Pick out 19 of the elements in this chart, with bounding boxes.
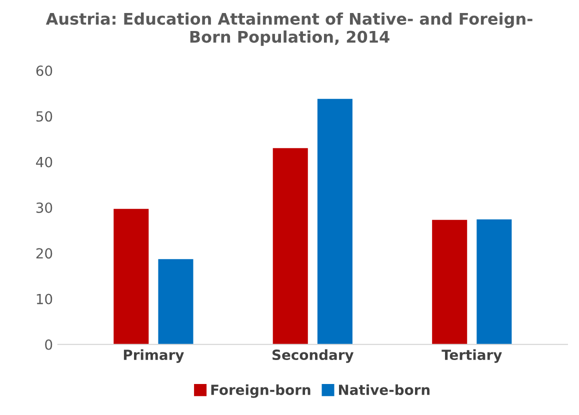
bar [432,220,468,344]
bar [114,208,149,344]
bar [272,148,308,344]
x-tick-label: Tertiary [442,349,502,363]
y-tick-label: 50 [36,111,52,122]
legend-label: Foreign-born [211,384,310,398]
bar [317,98,352,344]
y-tick-label: 0 [45,339,52,350]
x-tick-label: Primary [124,349,184,363]
y-tick-label: 40 [36,156,52,168]
chart-title: Austria: Education Attainment of Native- and Foreign- Born Population, 2014 [46,12,532,46]
bar [158,259,194,344]
y-tick-label: 10 [36,294,52,304]
y-tick-label: 60 [36,66,52,76]
y-tick-label: 20 [36,248,52,259]
legend-label: Native-born [339,384,430,396]
y-tick-label: 30 [36,202,52,213]
bar [476,219,512,344]
x-tick-label: Secondary [272,349,354,363]
